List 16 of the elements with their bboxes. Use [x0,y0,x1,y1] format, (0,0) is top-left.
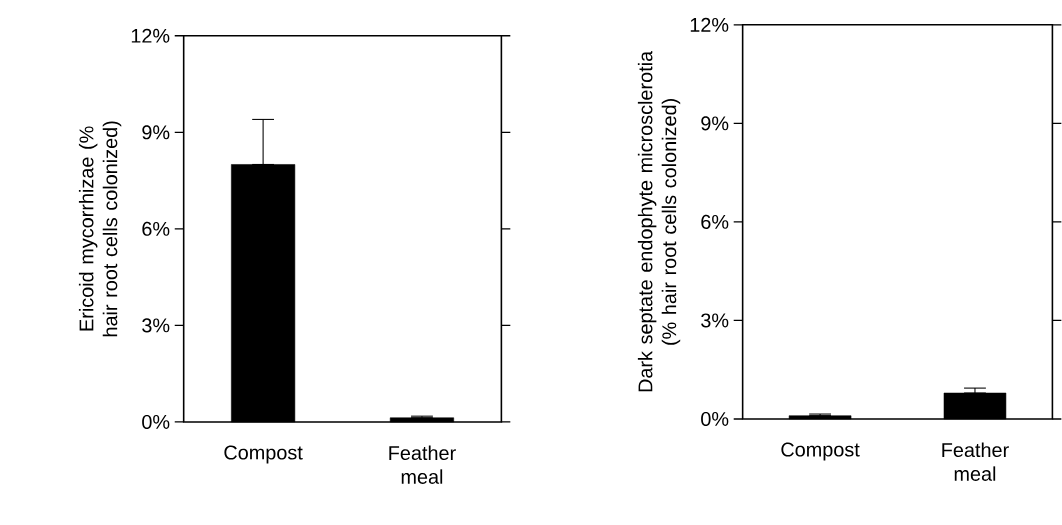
y-tick-label: 6% [142,221,170,236]
y-tick-label: 3% [142,318,170,333]
x-tick-label: Feather meal [942,442,1009,481]
y-tick-label: 12% [131,28,170,43]
y-tick-label: 0% [142,414,170,429]
y-axis-title: Dark septate endophyte microsclerotia (% hair root cells colonized) [637,50,681,392]
x-tick-label: Compost [781,442,860,461]
y-tick-label: 6% [701,214,729,229]
y-tick-label: 12% [690,17,729,32]
y-axis-title: Ericoid mycorrhizae (% hair root cells colonized) [78,121,122,337]
x-tick-label: Feather meal [389,445,456,484]
y-tick-label: 0% [701,411,729,426]
y-tick-label: 9% [142,125,170,140]
x-tick-label: Compost [224,445,303,464]
y-tick-label: 9% [701,116,729,131]
y-tick-label: 3% [701,313,729,328]
